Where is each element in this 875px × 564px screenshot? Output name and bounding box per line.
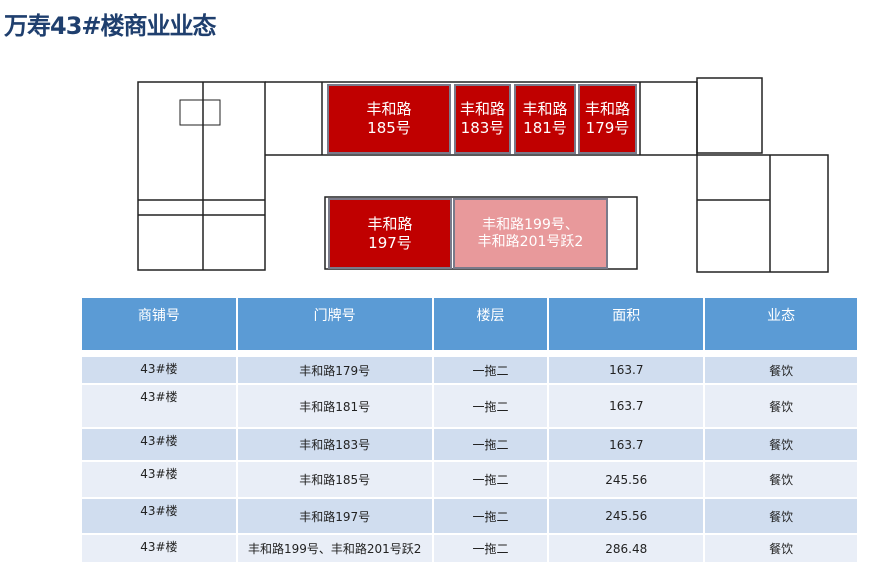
- cell-floor: 一拖二: [432, 384, 550, 429]
- table-row: 43#楼 丰和路181号 一拖二 163.7 餐饮: [82, 384, 859, 429]
- cell-shop-no: 43#楼: [82, 534, 238, 564]
- table-row: 43#楼 丰和路199号、丰和路201号跃2 一拖二 286.48 餐饮: [82, 534, 859, 564]
- table-row: 43#楼 丰和路179号 一拖二 163.7 餐饮: [82, 356, 859, 385]
- cell-area: 245.56: [548, 461, 706, 499]
- header-area: 面积: [548, 298, 706, 350]
- shop-199-201[interactable]: 丰和路199号、 丰和路201号跃2: [453, 198, 608, 269]
- cell-area: 163.7: [548, 428, 706, 462]
- cell-floor: 一拖二: [432, 534, 550, 564]
- shop-179[interactable]: 丰和路 179号: [578, 84, 637, 154]
- shop-197[interactable]: 丰和路 197号: [328, 198, 452, 269]
- shop-label: 丰和路201号跃2: [477, 233, 584, 250]
- shop-label: 丰和路: [522, 100, 568, 118]
- shop-table: 商铺号 门牌号 楼层 面积 业态 43#楼 丰和路179号 一拖二 163.7 餐饮 43…: [82, 298, 859, 564]
- shop-label: 179号: [585, 119, 630, 137]
- table-row: 43#楼 丰和路185号 一拖二 245.56 餐饮: [82, 461, 859, 499]
- table-row: 43#楼 丰和路183号 一拖二 163.7 餐饮: [82, 428, 859, 462]
- cell-area: 163.7: [548, 356, 706, 385]
- cell-shop-no: 43#楼: [82, 428, 238, 462]
- shop-181[interactable]: 丰和路 181号: [514, 84, 576, 154]
- shop-label: 197号: [368, 233, 412, 252]
- cell-address: 丰和路179号: [236, 356, 434, 385]
- left-building: [137, 81, 322, 271]
- cell-address: 丰和路199号、丰和路201号跃2: [236, 534, 434, 564]
- cell-business: 餐饮: [704, 428, 859, 462]
- cell-address: 丰和路183号: [236, 428, 434, 462]
- cell-address: 丰和路181号: [236, 384, 434, 429]
- cell-floor: 一拖二: [432, 428, 550, 462]
- shop-label: 丰和路: [584, 100, 630, 118]
- floor-plan: [137, 77, 829, 273]
- header-shop-no: 商铺号: [82, 298, 238, 350]
- shop-label: 丰和路: [367, 214, 413, 233]
- shop-label: 丰和路: [366, 100, 412, 118]
- header-business: 业态: [704, 298, 859, 350]
- cell-address: 丰和路197号: [236, 498, 434, 535]
- cell-business: 餐饮: [704, 356, 859, 385]
- right-building: [696, 77, 829, 273]
- cell-area: 245.56: [548, 498, 706, 535]
- cell-area: 286.48: [548, 534, 706, 564]
- cell-shop-no: 43#楼: [82, 356, 238, 385]
- cell-shop-no: 43#楼: [82, 384, 238, 429]
- shop-label: 183号: [460, 119, 505, 137]
- shop-183[interactable]: 丰和路 183号: [454, 84, 511, 154]
- cell-floor: 一拖二: [432, 498, 550, 535]
- header-floor: 楼层: [432, 298, 550, 350]
- cell-business: 餐饮: [704, 384, 859, 429]
- cell-floor: 一拖二: [432, 461, 550, 499]
- table-header: 商铺号 门牌号 楼层 面积 业态: [82, 298, 859, 350]
- cell-business: 餐饮: [704, 498, 859, 535]
- lower-row-building: [324, 196, 638, 270]
- cell-business: 餐饮: [704, 534, 859, 564]
- shop-label: 185号: [367, 119, 411, 137]
- cell-area: 163.7: [548, 384, 706, 429]
- cell-business: 餐饮: [704, 461, 859, 499]
- cell-floor: 一拖二: [432, 356, 550, 385]
- shop-label: 181号: [523, 119, 567, 137]
- header-address: 门牌号: [236, 298, 434, 350]
- cell-shop-no: 43#楼: [82, 461, 238, 499]
- cell-address: 丰和路185号: [236, 461, 434, 499]
- page-title: 万寿43#楼商业业态: [4, 12, 217, 40]
- cell-shop-no: 43#楼: [82, 498, 238, 535]
- shop-label: 丰和路199号、: [482, 216, 579, 233]
- table-row: 43#楼 丰和路197号 一拖二 245.56 餐饮: [82, 498, 859, 535]
- shop-185[interactable]: 丰和路 185号: [327, 84, 451, 154]
- shop-label: 丰和路: [459, 100, 505, 118]
